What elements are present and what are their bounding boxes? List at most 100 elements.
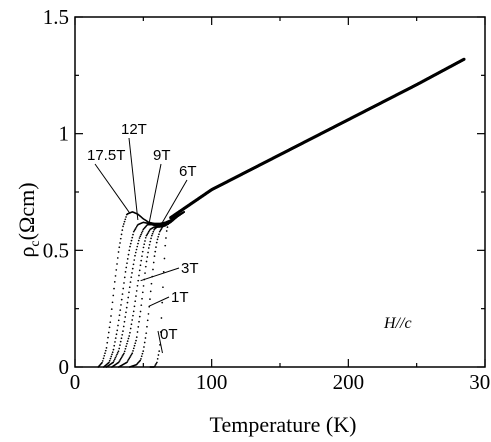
data-point	[136, 284, 139, 287]
data-point	[113, 344, 116, 347]
data-point	[129, 356, 131, 358]
data-point	[116, 263, 118, 265]
data-point	[132, 263, 135, 266]
data-point	[132, 233, 134, 236]
data-point	[139, 264, 142, 267]
data-point	[153, 365, 156, 368]
data-point	[140, 355, 143, 358]
y-axis-label-symbol: ρ	[14, 247, 39, 258]
data-point	[128, 291, 130, 294]
data-point	[141, 352, 144, 355]
data-point	[116, 352, 119, 354]
data-point	[159, 331, 162, 333]
data-point	[115, 333, 118, 336]
data-point	[135, 290, 138, 292]
data-point	[162, 286, 164, 289]
data-point	[113, 358, 116, 361]
curve-label-0T: 0T	[160, 326, 178, 343]
data-point	[159, 229, 162, 232]
data-point	[103, 354, 106, 357]
data-point	[139, 359, 142, 362]
data-point	[144, 236, 147, 239]
data-point	[135, 295, 137, 297]
data-point	[121, 333, 124, 336]
data-point	[135, 225, 138, 228]
data-point	[134, 342, 137, 345]
data-point	[126, 340, 129, 342]
data-point	[141, 250, 144, 253]
x-axis-label: Temperature (K)	[210, 412, 357, 437]
data-point	[120, 304, 122, 306]
data-point	[124, 270, 127, 273]
data-point	[130, 323, 133, 326]
data-point	[156, 238, 159, 241]
data-point	[155, 246, 157, 248]
data-point	[128, 335, 131, 337]
data-point	[156, 357, 159, 360]
leader-line-17.5T	[94, 163, 131, 214]
data-point	[156, 361, 158, 364]
curve-label-6T: 6T	[179, 163, 197, 180]
series-6T	[111, 211, 185, 368]
data-point	[134, 254, 136, 257]
y-tick-label: 0.5	[43, 238, 69, 262]
data-point	[127, 337, 130, 340]
data-point	[158, 230, 161, 233]
data-point	[161, 301, 164, 304]
axis-ticks	[74, 16, 486, 368]
data-point	[101, 361, 103, 364]
data-point	[133, 259, 136, 261]
data-point	[118, 360, 121, 363]
data-point	[127, 358, 130, 361]
data-point	[129, 354, 132, 357]
data-point	[123, 320, 126, 323]
data-point	[114, 275, 117, 277]
data-point	[139, 310, 142, 313]
data-point	[139, 235, 142, 238]
data-point	[113, 287, 115, 290]
data-point	[143, 243, 146, 246]
data-point	[109, 321, 112, 324]
data-point	[148, 243, 151, 246]
data-point	[155, 362, 158, 365]
y-tick-label: 1.5	[43, 5, 69, 29]
data-point	[113, 281, 116, 283]
data-point	[134, 251, 137, 254]
data-point	[140, 357, 142, 360]
data-point	[101, 360, 104, 362]
data-point	[132, 310, 135, 313]
data-point	[121, 355, 124, 357]
data-point	[123, 282, 125, 284]
data-point	[108, 326, 111, 329]
data-point	[121, 229, 124, 231]
data-point	[120, 357, 122, 360]
data-point	[119, 340, 122, 343]
data-point	[149, 298, 151, 300]
data-point	[124, 316, 127, 318]
data-point	[128, 357, 131, 360]
data-point	[152, 261, 155, 264]
data-point	[102, 357, 105, 360]
data-point	[138, 315, 141, 318]
data-point	[158, 233, 160, 236]
data-point	[117, 324, 119, 327]
data-point	[158, 350, 161, 352]
data-point	[127, 296, 130, 299]
leader-line-0T	[157, 330, 163, 354]
data-point	[149, 290, 152, 293]
data-point	[123, 352, 125, 355]
data-point	[116, 257, 119, 259]
data-point	[117, 350, 120, 353]
data-point	[124, 347, 127, 350]
data-point	[134, 228, 137, 230]
leader-line-1T	[148, 296, 170, 307]
data-point	[112, 294, 115, 297]
data-point	[154, 364, 157, 366]
data-point	[150, 237, 152, 240]
data-point	[129, 242, 132, 245]
data-point	[111, 301, 114, 304]
data-point	[130, 239, 133, 242]
data-point	[124, 218, 127, 221]
data-point	[111, 351, 114, 354]
axis-tick-labels: 0 100 200 300 0 0.5 1 1.5	[43, 5, 491, 394]
